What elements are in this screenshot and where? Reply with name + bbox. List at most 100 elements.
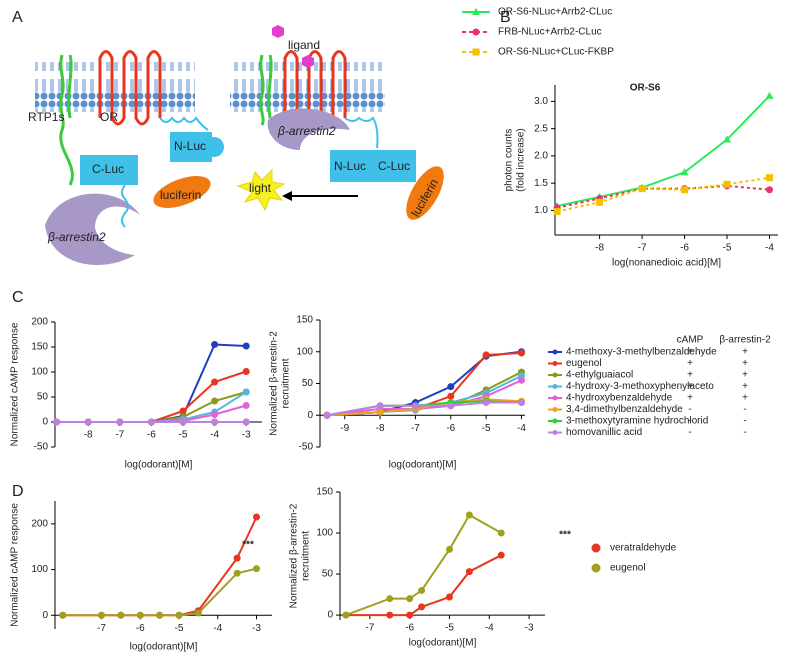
point [342,611,350,619]
legend-cell: + [687,393,693,404]
legend-marker [552,418,558,424]
point [211,411,219,418]
y-tick-label: 0 [42,610,48,621]
x-axis-label: log(odorant)[M] [409,638,477,649]
x-tick-label: -6 [136,623,145,634]
point [406,611,414,619]
point [465,511,473,519]
point [638,185,646,193]
legend-label: 4-hydroxy-3-methoxyphenylaceto [566,381,714,392]
x-tick-label: -7 [365,623,374,634]
legend-marker [552,349,558,355]
series-line [345,513,502,617]
y-axis-label: Normalized cAMP response [10,322,21,446]
legend-label: homovanillic acid [566,427,642,438]
point [766,174,774,182]
panel-label: C [12,289,24,306]
point [445,593,453,601]
legend-label: 4-methoxy-3-methylbenzaldehyde [566,347,717,358]
label: β-arrestin2 [47,230,106,244]
point [411,402,419,410]
y-tick-label: 0 [42,417,48,428]
legend-cell: + [687,370,693,381]
point [465,568,473,576]
x-tick-label: -4 [765,243,774,254]
label: RTP1s [28,110,64,124]
x-tick-label: -4 [517,423,526,434]
x-tick-label: -3 [242,430,251,441]
x-tick-label: -7 [638,243,647,254]
y-tick-label: 0 [307,410,313,421]
x-tick-label: -5 [445,623,454,634]
legend-cell: + [742,347,748,358]
point [253,513,260,521]
point [233,569,241,577]
x-tick-label: -4 [213,623,222,634]
legend-header: cAMP [677,335,704,346]
legend-marker [472,8,480,15]
point [253,565,260,573]
point [497,551,505,559]
y-axis-label: photon counts [504,129,515,192]
point [497,529,505,537]
legend-cell: - [743,427,746,438]
series-line [56,391,247,423]
y-tick-label: 150 [31,342,48,353]
legend-header: β-arrestin-2 [719,335,771,346]
point [242,418,250,426]
y-tick-label: 1.0 [534,205,548,216]
diagram-left: RTP1s OR N-Luc C-Luc β-arrestin2 lucifer… [28,50,224,265]
point [765,91,774,99]
legend-label: 3,4-dimethylbenzaldehyde [566,404,683,415]
y-axis-label: Normalized cAMP response [10,503,21,627]
legend-cell: - [688,427,691,438]
point [147,418,155,426]
legend-label: eugenol [566,358,602,369]
point [482,351,490,359]
x-tick-label: -6 [680,243,689,254]
annotation: *** [242,540,254,551]
x-axis-label: log(odorant)[M] [389,460,457,471]
legend-marker [591,543,601,553]
label: light [249,181,272,195]
legend-cell: + [742,381,748,392]
point [386,595,394,603]
point [723,180,731,188]
point [179,407,187,415]
series-line [326,379,522,417]
legend-label: 4-hydroxybenzaldehyde [566,393,673,404]
label: ligand [288,38,320,52]
point [418,603,426,611]
point [723,135,732,143]
panel-label: D [12,483,24,500]
x-tick-label: -7 [97,623,106,634]
point [53,418,61,426]
label: luciferin [160,188,201,202]
legend-cell: - [688,404,691,415]
legend-marker [552,430,558,435]
legend-cell: + [742,358,748,369]
label: β-arrestin2 [277,124,336,138]
y-tick-label: 100 [316,528,333,539]
y-tick-label: 100 [31,564,48,575]
point [376,402,384,410]
series-line [556,95,771,208]
panel-label: B [500,9,511,26]
point [211,341,219,348]
x-tick-label: -3 [525,623,534,634]
series-line [326,401,522,417]
point [136,611,144,619]
y-tick-label: 50 [37,392,49,403]
point [680,168,689,176]
point [179,418,187,426]
panel-label: A [12,9,23,26]
legend-label: 4-ethylguaiacol [566,370,633,381]
y-tick-label: 100 [31,367,48,378]
x-tick-label: -3 [252,623,261,634]
point [116,418,124,426]
x-tick-label: -6 [405,623,414,634]
x-tick-label: -8 [595,243,604,254]
legend-label: FRB-NLuc+Arrb2-CLuc [498,27,602,38]
